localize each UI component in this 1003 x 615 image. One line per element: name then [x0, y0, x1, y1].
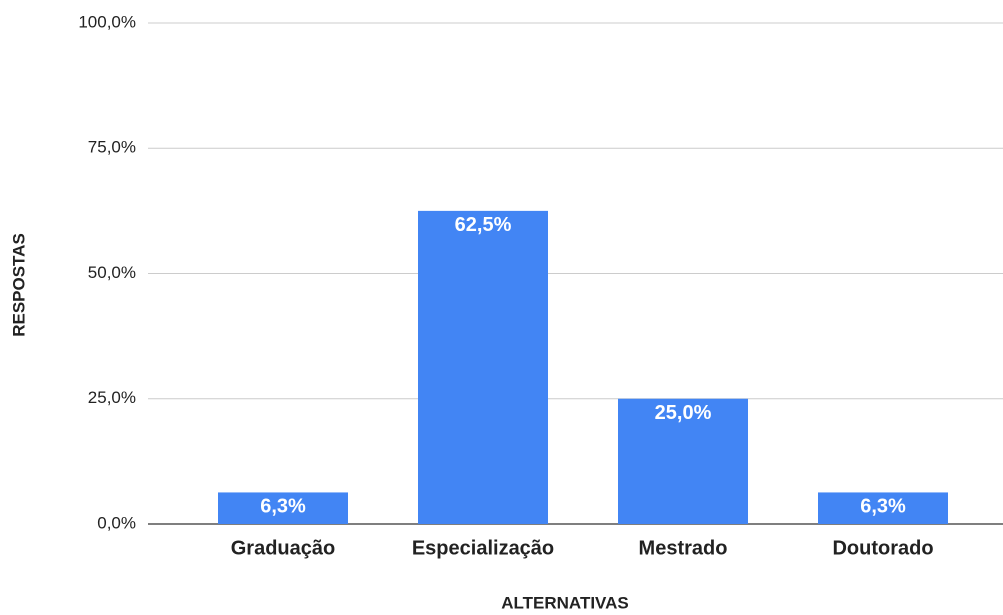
x-tick-label: Graduação: [231, 537, 335, 559]
value-label: 25,0%: [655, 402, 712, 424]
y-tick-label: 0,0%: [97, 513, 136, 532]
y-axis-title: RESPOSTAS: [9, 233, 28, 337]
value-label: 62,5%: [455, 214, 512, 236]
y-tick-label: 50,0%: [88, 263, 136, 282]
bar: [618, 398, 748, 524]
x-tick-label: Mestrado: [639, 537, 728, 559]
value-label: 6,3%: [860, 496, 906, 518]
x-axis-title: ALTERNATIVAS: [501, 593, 629, 612]
y-tick-label: 75,0%: [88, 138, 136, 157]
bar: [418, 210, 548, 524]
y-tick-label: 100,0%: [78, 12, 136, 31]
x-tick-label: Especialização: [412, 537, 554, 559]
x-tick-label: Doutorado: [832, 537, 933, 559]
y-tick-label: 25,0%: [88, 388, 136, 407]
value-label: 6,3%: [260, 496, 306, 518]
bar: [218, 492, 348, 524]
bar: [818, 492, 948, 524]
